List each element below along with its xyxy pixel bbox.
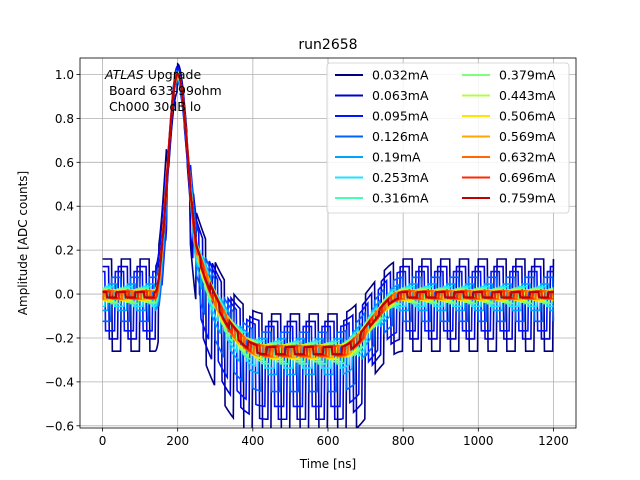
x-tick-label: 1000 — [463, 434, 494, 448]
series-layer — [102, 62, 555, 428]
legend-label: 0.126mA — [372, 129, 429, 144]
y-tick-label: 0.0 — [55, 288, 74, 302]
x-tick-label: 400 — [241, 434, 264, 448]
legend-label: 0.443mA — [499, 88, 556, 103]
legend-label: 0.316mA — [372, 191, 429, 206]
legend-box — [326, 62, 570, 214]
x-tick-label: 600 — [317, 434, 340, 448]
series-line-0.19mA — [102, 78, 554, 376]
series-line-0.095mA — [102, 66, 554, 408]
upgrade-label: Upgrade — [144, 67, 202, 82]
y-tick-label: 0.6 — [55, 156, 74, 170]
axis-ticks: 0 200 400 600 800 1000 1200 −0.6 −0.4 −0.2 0.0 0.2 0… — [45, 68, 569, 448]
legend-label: 0.696mA — [499, 170, 556, 185]
series-line-0.253mA — [102, 77, 554, 369]
series-line-0.759mA — [102, 72, 554, 356]
y-axis-label: Amplitude [ADC counts] — [16, 171, 30, 315]
legend-label: 0.632mA — [499, 150, 556, 165]
y-tick-label: 0.2 — [55, 244, 74, 258]
x-tick-label: 1200 — [538, 434, 569, 448]
legend: 0.032mA 0.063mA 0.095mA 0.126mA 0.19mA 0.253m… — [326, 62, 570, 214]
legend-label: 0.379mA — [499, 68, 556, 83]
y-tick-label: 0.8 — [55, 112, 74, 126]
legend-label: 0.19mA — [372, 150, 421, 165]
series-line-0.032mA — [102, 62, 555, 428]
y-tick-label: −0.2 — [45, 331, 74, 345]
legend-label: 0.095mA — [372, 109, 429, 124]
x-tick-label: 800 — [392, 434, 415, 448]
legend-label: 0.569mA — [499, 129, 556, 144]
atlas-annotation-line2: Board 633-99ohm — [105, 83, 222, 98]
x-tick-label: 0 — [99, 434, 107, 448]
chart-title: run2658 — [298, 37, 357, 53]
legend-label: 0.506mA — [499, 109, 556, 124]
y-tick-label: 0.4 — [55, 200, 74, 214]
x-tick-label: 200 — [166, 434, 189, 448]
legend-label: 0.032mA — [372, 68, 429, 83]
legend-label: 0.759mA — [499, 191, 556, 206]
series-line-0.063mA — [102, 65, 554, 421]
legend-label: 0.253mA — [372, 170, 429, 185]
atlas-annotation-line1: ATLAS Upgrade — [104, 67, 201, 82]
series-line-0.126mA — [102, 69, 555, 393]
legend-label: 0.063mA — [372, 88, 429, 103]
y-tick-label: −0.6 — [45, 419, 74, 433]
series-line-0.632mA — [102, 73, 554, 358]
atlas-label: ATLAS — [104, 67, 144, 82]
y-tick-label: −0.4 — [45, 375, 74, 389]
y-tick-label: 1.0 — [55, 68, 74, 82]
atlas-annotation-line3: Ch000 30dB lo — [105, 99, 201, 114]
x-axis-label: Time [ns] — [299, 457, 356, 471]
